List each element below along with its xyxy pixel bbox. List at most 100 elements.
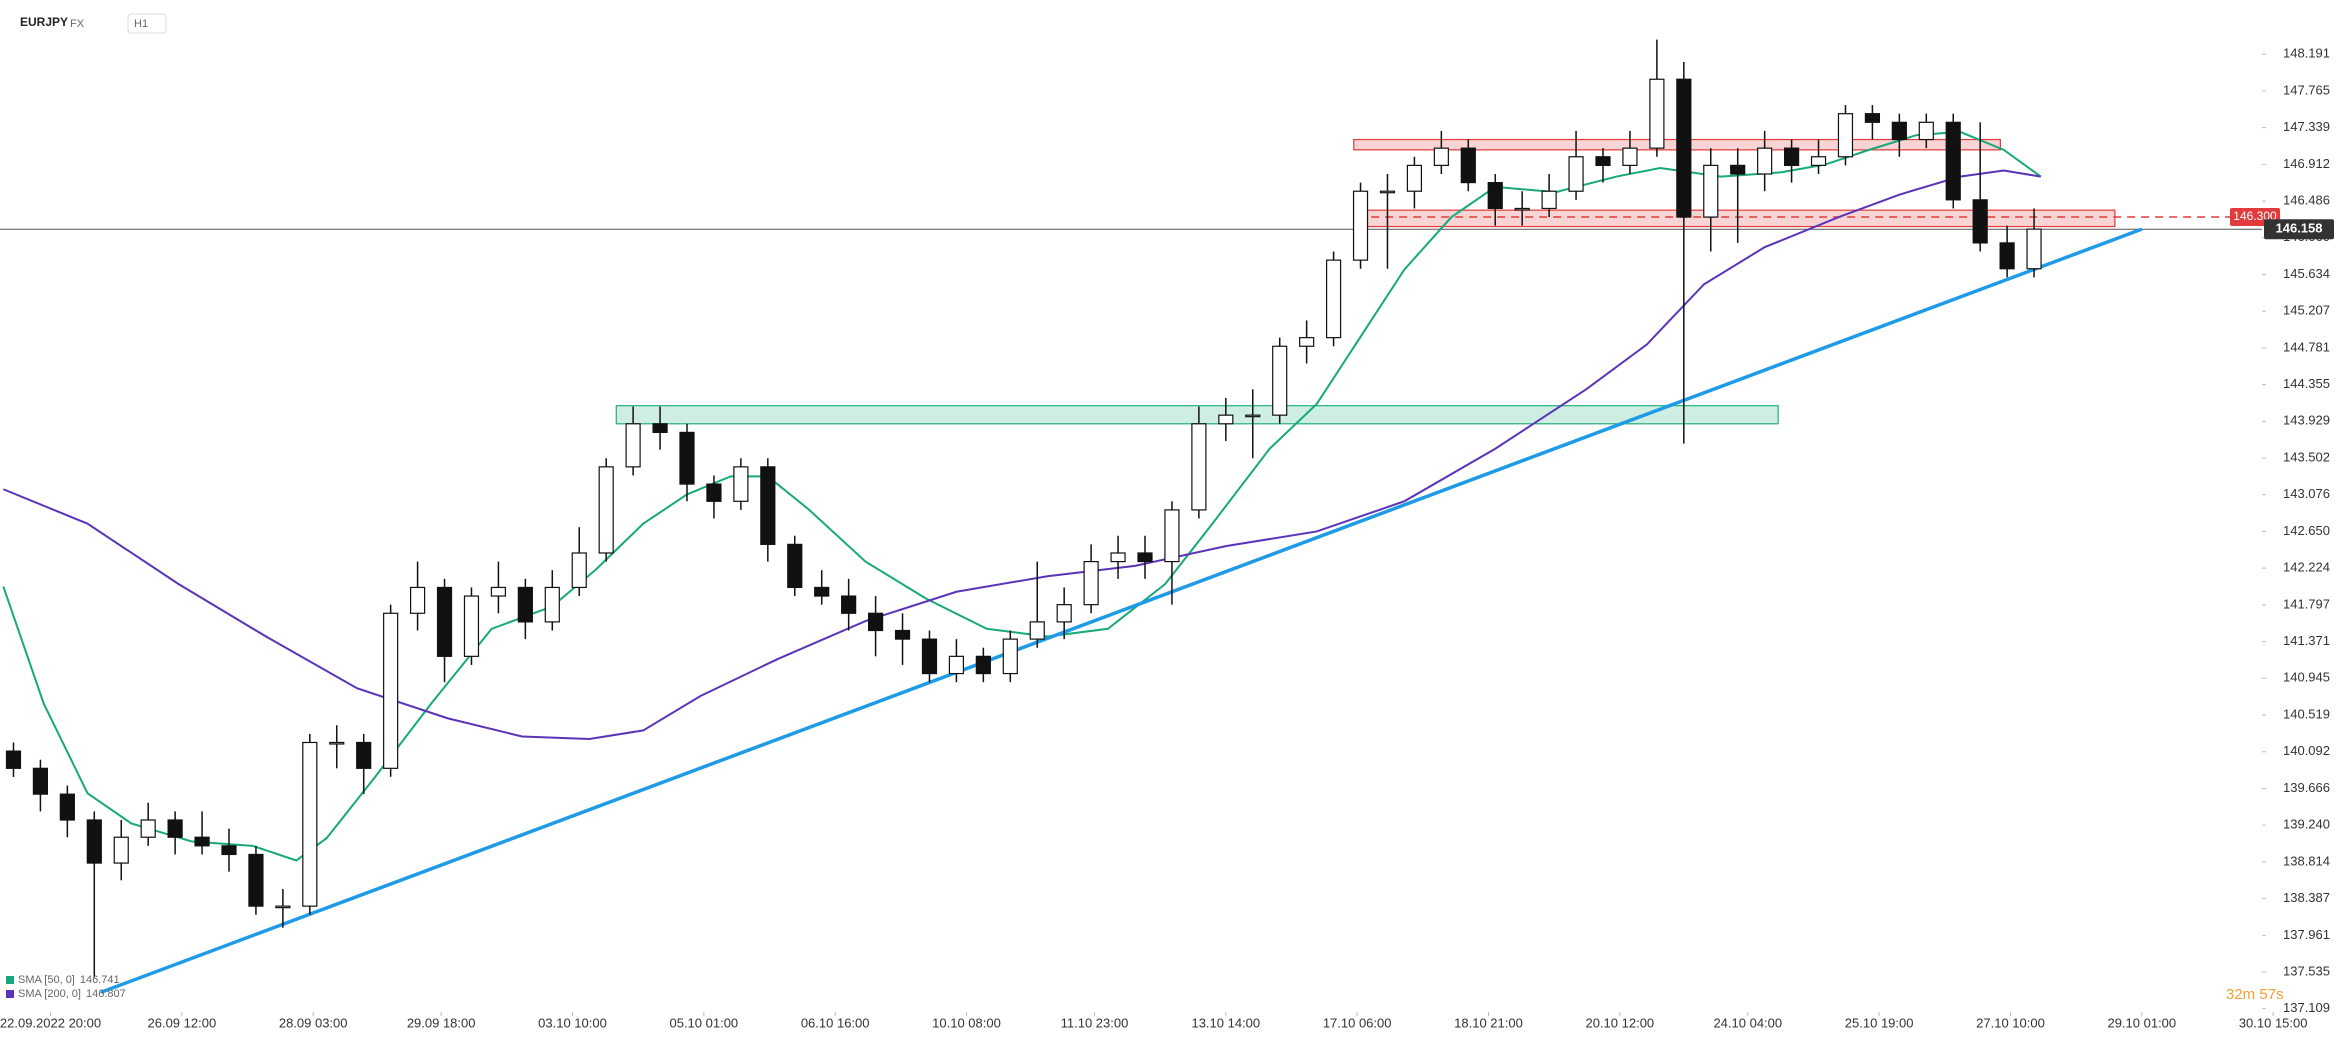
y-tick-label: 148.191 [2283,46,2330,61]
x-tick-label: 25.10 19:00 [1845,1015,1914,1030]
y-tick-label: 144.781 [2283,339,2330,354]
x-tick-label: 28.09 03:00 [279,1015,348,1030]
candle-body [1325,259,1342,339]
candle-body [1703,164,1719,218]
candle-body [1272,345,1288,416]
candle-body [167,819,183,838]
candle-body [517,586,533,623]
y-tick-label: 147.765 [2283,82,2330,97]
candle-body [1245,414,1261,418]
x-tick-label: 26.09 12:00 [148,1015,217,1030]
candle-body [221,845,237,856]
candle-body [1622,147,1638,166]
candle-body [140,819,156,838]
x-tick-label: 20.10 12:00 [1585,1015,1654,1030]
sma-legend-value: 146.807 [86,988,126,1000]
candle-body [894,629,911,640]
candle-body [490,586,507,597]
candle-body [598,466,614,554]
candle-body [1810,156,1827,166]
symbol[interactable]: EURJPY [20,15,68,29]
y-tick-label: 140.519 [2283,706,2330,721]
candle-body [760,466,776,545]
candle-body [32,767,49,795]
interval[interactable]: H1 [134,18,148,30]
trendline [100,227,2143,994]
candle-body [1837,113,1854,158]
y-tick-label: 139.240 [2283,817,2330,832]
candle-body [544,586,560,623]
candle-body [436,586,453,657]
candle-body [1029,621,1045,640]
candle-body [1352,190,1369,261]
y-tick-label: 142.224 [2283,560,2330,575]
y-tick-label: 140.092 [2283,743,2330,758]
zone [1356,209,2116,228]
y-tick-label: 144.355 [2283,376,2330,391]
candle-body [1918,121,1934,141]
candle-body [571,552,587,589]
candle-body [1460,147,1476,184]
candle-body [975,655,991,675]
y-tick-label: 139.666 [2283,780,2330,795]
x-tick-label: 10.10 08:00 [932,1015,1001,1030]
candle-body [1891,121,1907,141]
candle-body [1056,604,1072,623]
y-tick-label: 140.945 [2283,670,2330,685]
candle-body [1783,147,1800,166]
candle-body [1191,423,1207,511]
current-price-box [2264,219,2334,240]
x-tick-label: 30.10 15:00 [2239,1015,2308,1030]
candle-body [329,741,345,745]
y-tick-label: 137.961 [2283,927,2330,942]
x-tick-label: 11.10 23:00 [1061,1015,1129,1030]
candle-body [625,423,641,468]
candle-body [463,595,480,657]
x-tick-label: 06.10 16:00 [801,1015,870,1030]
candle-body [356,741,372,769]
candle-body [948,655,965,675]
candle-body [59,793,75,821]
y-tick-label: 147.339 [2283,119,2330,134]
candle-body [1541,190,1557,210]
candle-body [1164,509,1180,563]
x-tick-label: 13.10 14:00 [1191,1015,1260,1030]
sma-legend-value: 146.741 [80,974,120,986]
y-tick-label: 138.814 [2283,853,2330,868]
candle-body [194,836,210,847]
candle-body [5,750,22,769]
candle-body [1864,113,1881,123]
market: FX [70,18,85,30]
candle-body [1568,156,1584,192]
candle-body [1299,337,1315,347]
candle-body [1083,560,1099,606]
x-tick-label: 29.10 01:00 [2107,1015,2176,1030]
sma-legend-label: SMA [200, 0] [18,988,81,1000]
timer: 32m 57s [2226,986,2284,1003]
sma-legend-swatch [6,990,14,998]
x-tick-label: 18.10 21:00 [1454,1015,1523,1030]
y-tick-label: 143.929 [2283,413,2330,428]
candle-body [1110,552,1126,563]
candle-body [1137,552,1153,563]
candle-body [679,431,695,485]
candle-body [275,905,291,909]
zone [615,405,1779,425]
candle-body [1487,182,1503,210]
candle-body [652,423,668,433]
candle-body [1595,156,1611,166]
sma-legend-swatch [6,976,14,984]
candle-body [2026,228,2042,270]
candle-body [1002,638,1018,675]
candle-body [1999,242,2015,270]
y-tick-label: 137.535 [2283,963,2330,978]
candle-body [841,595,857,614]
current-price-label: 146.158 [2276,221,2323,236]
y-tick-label: 137.109 [2283,1000,2330,1015]
interval-button[interactable] [127,13,167,34]
candle-body [383,612,399,769]
candle-body [302,741,318,907]
candle-body [1730,164,1746,175]
candle-body [409,586,426,614]
